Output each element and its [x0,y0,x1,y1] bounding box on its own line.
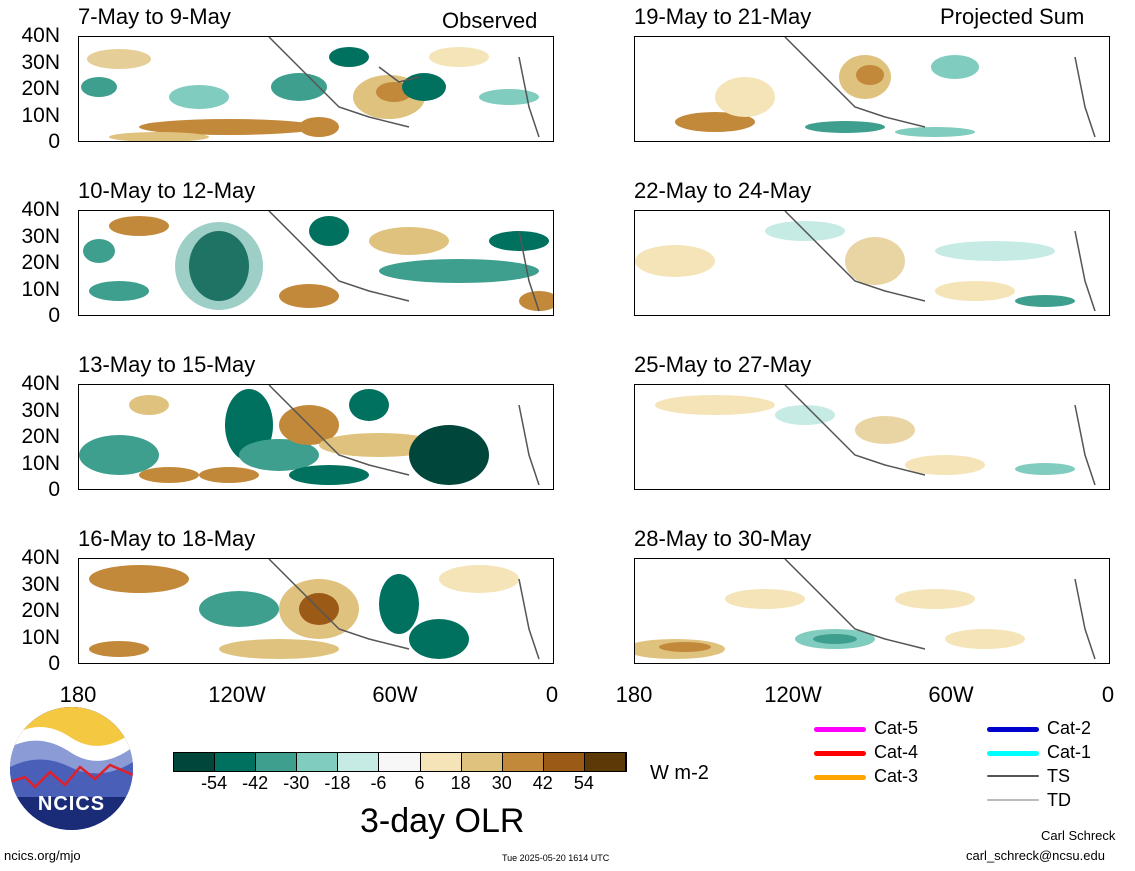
colorbar-segment [174,753,216,771]
colorbar-tick-label: 6 [414,773,425,793]
lat-label: 10N [21,103,60,127]
lon-label: 0 [1101,682,1115,707]
lon-label: 0 [545,682,559,707]
storm-legend-label: Cat-3 [874,766,919,786]
colorbar-segment [420,753,462,771]
lat-label: 40N [21,24,60,47]
footer-url: ncics.org/mjo [4,848,81,863]
olr-map-observed-3 [78,384,554,490]
lon-label: 60W [928,682,974,707]
colorbar-segment [543,753,585,771]
lat-label: 20N [21,425,60,448]
storm-legend-swatch [814,775,866,780]
olr-map-projected-3 [634,384,1110,490]
lat-label: 20N [21,77,60,100]
colorbar-tick-label: -30 [283,773,310,793]
storm-legend-label: Cat-2 [1047,718,1092,738]
ncics-logo: NCICS [10,707,133,830]
colorbar-title: 3-day OLR [360,802,525,840]
lat-label: 0 [48,652,60,675]
lat-label: 40N [21,546,60,569]
colorbar-tick-label: -42 [242,773,269,793]
lat-label: 30N [21,572,60,596]
panel-period-title: 16-May to 18-May [78,526,256,551]
colorbar-segment [297,753,339,771]
colorbar-segment [338,753,380,771]
footer-timestamp: Tue 2025-05-20 1614 UTC [502,853,610,863]
olr-map-projected-1 [634,36,1110,142]
lon-label: 120W [208,682,266,707]
colorbar-segment [215,753,257,771]
lat-label: 30N [21,50,60,74]
panel-period-title: 22-May to 24-May [634,178,812,203]
colorbar-tick-label: -6 [370,773,387,793]
colorbar-units: W m-2 [650,762,709,784]
footer-author: Carl Schreck [1041,828,1116,843]
lat-label: 30N [21,398,60,422]
lon-label: 180 [615,682,653,707]
panel-period-title: 25-May to 27-May [634,352,812,377]
storm-legend-swatch [814,727,866,732]
panel-period-title: 13-May to 15-May [78,352,256,377]
colorbar-segment [461,753,503,771]
storm-legend-swatch [987,799,1039,801]
colorbar-tick-label: 54 [573,773,594,793]
olr-map-projected-2 [634,210,1110,316]
logo-text: NCICS [37,793,106,815]
lat-label: 0 [48,130,60,153]
projected-title: Projected Sum [940,4,1085,29]
lat-label: 20N [21,599,60,622]
footer-email: carl_schreck@ncsu.edu [966,848,1105,863]
olr-map-observed-4 [78,558,554,664]
panel-period-title: 10-May to 12-May [78,178,256,203]
olr-map-observed-2 [78,210,554,316]
lat-label: 40N [21,372,60,395]
lon-label: 180 [59,682,97,707]
lat-label: 30N [21,224,60,248]
panel-period-title: 28-May to 30-May [634,526,812,551]
lat-label: 40N [21,198,60,221]
lat-label: 0 [48,478,60,501]
storm-legend-label: TS [1047,766,1071,786]
colorbar-segment [379,753,421,771]
storm-legend-label: Cat-1 [1047,742,1092,762]
lat-label: 10N [21,277,60,301]
observed-title: Observed [442,8,538,33]
colorbar-tick-label: 30 [491,773,512,793]
colorbar [173,752,627,772]
storm-legend-label: TD [1047,790,1071,810]
lat-label: 0 [48,304,60,327]
colorbar-tick-label: 18 [450,773,471,793]
storm-legend-swatch [814,751,866,756]
storm-legend-swatch [987,751,1039,756]
olr-map-observed-1 [78,36,554,142]
lat-label: 10N [21,451,60,475]
lat-label: 20N [21,251,60,274]
colorbar-segment [502,753,544,771]
colorbar-segment [256,753,298,771]
olr-map-projected-4 [634,558,1110,664]
panel-period-title: 19-May to 21-May [634,4,812,29]
colorbar-tick-label: -18 [324,773,351,793]
storm-legend-label: Cat-4 [874,742,919,762]
colorbar-segment [584,753,627,771]
panel-period-title: 7-May to 9-May [78,4,231,29]
storm-legend-swatch [987,775,1039,777]
colorbar-tick-label: -54 [201,773,228,793]
lon-label: 120W [764,682,822,707]
lat-label: 10N [21,625,60,649]
storm-legend-label: Cat-5 [874,718,919,738]
storm-legend-swatch [987,727,1039,732]
colorbar-tick-label: 42 [532,773,553,793]
lon-label: 60W [372,682,418,707]
